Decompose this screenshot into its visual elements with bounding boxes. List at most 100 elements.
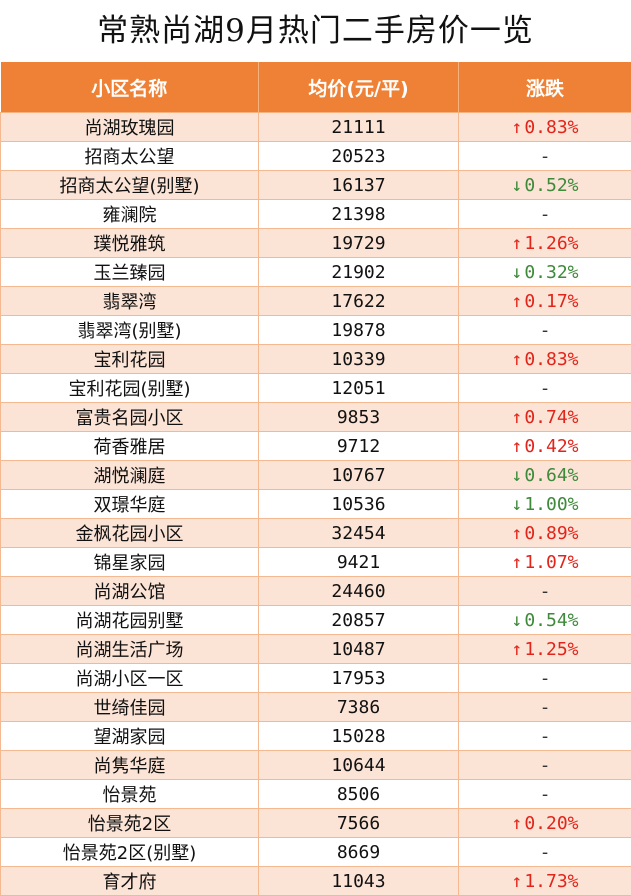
change-value: - bbox=[540, 668, 551, 689]
community-name-cell: 尚湖花园别墅 bbox=[1, 606, 259, 635]
price-change-cell: ↑0.83% bbox=[459, 345, 631, 374]
community-name-cell: 怡景苑2区(别墅) bbox=[1, 838, 259, 867]
arrow-down-icon: ↓ bbox=[511, 610, 522, 631]
arrow-down-icon: ↓ bbox=[511, 465, 522, 486]
change-value: 1.26% bbox=[524, 233, 578, 254]
change-value: - bbox=[540, 842, 551, 863]
community-name-cell: 怡景苑2区 bbox=[1, 809, 259, 838]
change-value: - bbox=[540, 697, 551, 718]
change-value: 1.00% bbox=[524, 494, 578, 515]
community-name-cell: 望湖家园 bbox=[1, 722, 259, 751]
price-change-cell: - bbox=[459, 751, 631, 780]
average-price-cell: 32454 bbox=[259, 519, 459, 548]
community-name-cell: 湖悦澜庭 bbox=[1, 461, 259, 490]
price-change-cell: ↑1.26% bbox=[459, 229, 631, 258]
arrow-down-icon: ↓ bbox=[511, 175, 522, 196]
header-row: 小区名称 均价(元/平) 涨跌 bbox=[1, 62, 631, 113]
table-row: 翡翠湾(别墅)19878- bbox=[1, 316, 631, 345]
community-name-cell: 尚湖小区一区 bbox=[1, 664, 259, 693]
average-price-cell: 19729 bbox=[259, 229, 459, 258]
price-change-cell: - bbox=[459, 374, 631, 403]
average-price-cell: 10644 bbox=[259, 751, 459, 780]
community-name-cell: 尚湖生活广场 bbox=[1, 635, 259, 664]
change-value: 0.52% bbox=[524, 175, 578, 196]
average-price-cell: 20857 bbox=[259, 606, 459, 635]
average-price-cell: 10767 bbox=[259, 461, 459, 490]
change-value: 0.83% bbox=[524, 349, 578, 370]
price-change-cell: - bbox=[459, 693, 631, 722]
community-name-cell: 尚隽华庭 bbox=[1, 751, 259, 780]
average-price-cell: 24460 bbox=[259, 577, 459, 606]
price-change-cell: - bbox=[459, 664, 631, 693]
community-name-cell: 富贵名园小区 bbox=[1, 403, 259, 432]
average-price-cell: 10339 bbox=[259, 345, 459, 374]
change-value: 0.42% bbox=[524, 436, 578, 457]
average-price-cell: 9421 bbox=[259, 548, 459, 577]
community-name-cell: 宝利花园(别墅) bbox=[1, 374, 259, 403]
change-value: - bbox=[540, 146, 551, 167]
price-change-cell: - bbox=[459, 722, 631, 751]
arrow-up-icon: ↑ bbox=[511, 813, 522, 834]
community-name-cell: 荷香雅居 bbox=[1, 432, 259, 461]
change-value: - bbox=[540, 581, 551, 602]
price-change-cell: ↑0.17% bbox=[459, 287, 631, 316]
arrow-down-icon: ↓ bbox=[511, 494, 522, 515]
price-change-cell: ↑1.07% bbox=[459, 548, 631, 577]
price-change-cell: - bbox=[459, 142, 631, 171]
price-change-cell: ↑1.73% bbox=[459, 867, 631, 896]
arrow-up-icon: ↑ bbox=[511, 436, 522, 457]
community-name-cell: 宝利花园 bbox=[1, 345, 259, 374]
price-change-cell: ↑1.25% bbox=[459, 635, 631, 664]
price-change-cell: - bbox=[459, 200, 631, 229]
community-name-cell: 双璟华庭 bbox=[1, 490, 259, 519]
arrow-up-icon: ↑ bbox=[511, 552, 522, 573]
average-price-cell: 21111 bbox=[259, 113, 459, 142]
change-value: - bbox=[540, 204, 551, 225]
arrow-up-icon: ↑ bbox=[511, 117, 522, 138]
average-price-cell: 19878 bbox=[259, 316, 459, 345]
arrow-up-icon: ↑ bbox=[511, 349, 522, 370]
average-price-cell: 9853 bbox=[259, 403, 459, 432]
change-value: 1.07% bbox=[524, 552, 578, 573]
arrow-up-icon: ↑ bbox=[511, 639, 522, 660]
change-value: 1.73% bbox=[524, 871, 578, 892]
arrow-up-icon: ↑ bbox=[511, 523, 522, 544]
change-value: - bbox=[540, 320, 551, 341]
community-name-cell: 世绮佳园 bbox=[1, 693, 259, 722]
community-name-cell: 育才府 bbox=[1, 867, 259, 896]
average-price-cell: 16137 bbox=[259, 171, 459, 200]
average-price-cell: 7566 bbox=[259, 809, 459, 838]
table-row: 招商太公望(别墅)16137↓0.52% bbox=[1, 171, 631, 200]
average-price-cell: 10536 bbox=[259, 490, 459, 519]
community-name-cell: 雍澜院 bbox=[1, 200, 259, 229]
table-row: 怡景苑2区(别墅)8669 - bbox=[1, 838, 631, 867]
table-row: 宝利花园(别墅)12051- bbox=[1, 374, 631, 403]
arrow-down-icon: ↓ bbox=[511, 262, 522, 283]
price-change-cell: ↓0.64% bbox=[459, 461, 631, 490]
average-price-cell: 8669 bbox=[259, 838, 459, 867]
price-change-cell: - bbox=[459, 780, 631, 809]
change-value: - bbox=[540, 726, 551, 747]
average-price-cell: 21398 bbox=[259, 200, 459, 229]
average-price-cell: 7386 bbox=[259, 693, 459, 722]
price-change-cell: ↓0.54% bbox=[459, 606, 631, 635]
average-price-cell: 8506 bbox=[259, 780, 459, 809]
arrow-up-icon: ↑ bbox=[511, 871, 522, 892]
